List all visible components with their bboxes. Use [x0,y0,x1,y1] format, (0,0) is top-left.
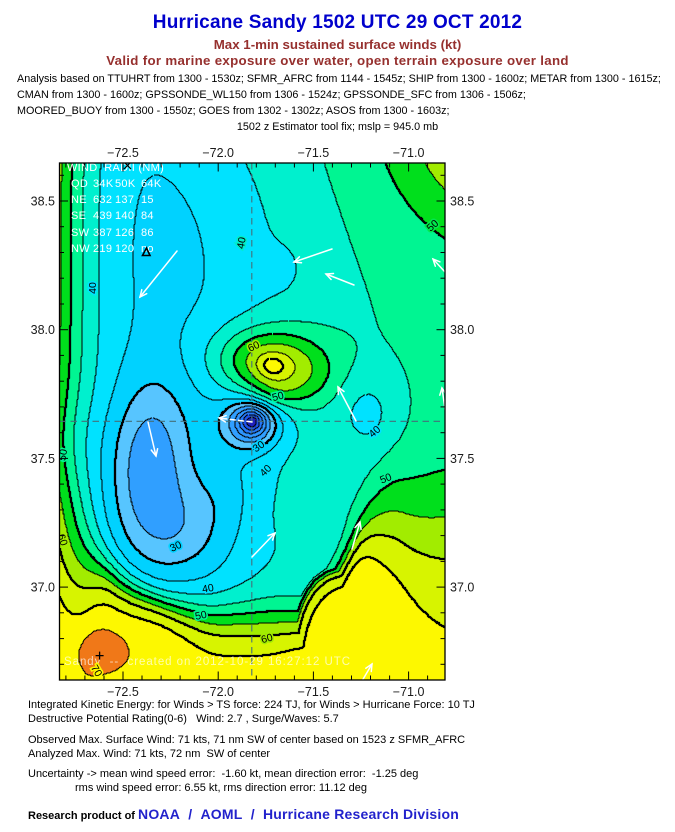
svg-text:−72.0: −72.0 [202,685,234,699]
svg-text:60: 60 [55,533,70,548]
svg-text:50: 50 [56,448,70,462]
svg-text:219: 219 [93,243,112,255]
svg-text:38.5: 38.5 [31,195,55,209]
svg-text:−71.5: −71.5 [298,685,330,699]
svg-text:120: 120 [115,243,134,255]
svg-text:137: 137 [115,194,134,206]
svg-text:37.5: 37.5 [450,452,474,466]
svg-text:50: 50 [271,389,286,404]
svg-text:Sandy -- created on 2012-10-: Sandy -- created on 2012-10-29 16:27:12 … [64,656,351,668]
svg-text:QD: QD [71,178,88,190]
svg-text:38.0: 38.0 [31,323,55,337]
svg-text:NE: NE [71,194,87,206]
svg-text:34K: 34K [93,178,114,190]
svg-text:−72.5: −72.5 [107,685,139,699]
svg-text:38.0: 38.0 [450,323,474,337]
svg-text:50K: 50K [115,178,136,190]
svg-text:−72.5: −72.5 [107,146,139,160]
svg-text:SW: SW [71,227,90,239]
svg-text:632: 632 [93,194,112,206]
svg-text:140: 140 [115,210,134,222]
svg-text:439: 439 [93,210,112,222]
svg-text:84: 84 [141,210,154,222]
svg-text:15: 15 [141,194,154,206]
svg-text:40: 40 [87,282,99,294]
svg-text:NW: NW [71,243,90,255]
svg-text:−72.0: −72.0 [202,146,234,160]
svg-text:WIND RADII (NM): WIND RADII (NM) [67,162,164,174]
svg-text:40: 40 [201,582,215,596]
svg-text:50: 50 [194,609,208,623]
svg-text:86: 86 [141,227,154,239]
svg-text:−71.0: −71.0 [393,146,425,160]
svg-text:60: 60 [260,631,275,646]
svg-text:40: 40 [235,236,249,250]
svg-text:387: 387 [93,227,112,239]
svg-text:126: 126 [115,227,134,239]
svg-text:38.5: 38.5 [450,195,474,209]
svg-text:37.0: 37.0 [31,581,55,595]
svg-text:−71.5: −71.5 [298,146,330,160]
svg-text:−71.0: −71.0 [393,685,425,699]
svg-text:SE: SE [71,210,86,222]
svg-text:37.0: 37.0 [450,581,474,595]
svg-text:64K: 64K [141,178,162,190]
svg-text:37.5: 37.5 [31,452,55,466]
